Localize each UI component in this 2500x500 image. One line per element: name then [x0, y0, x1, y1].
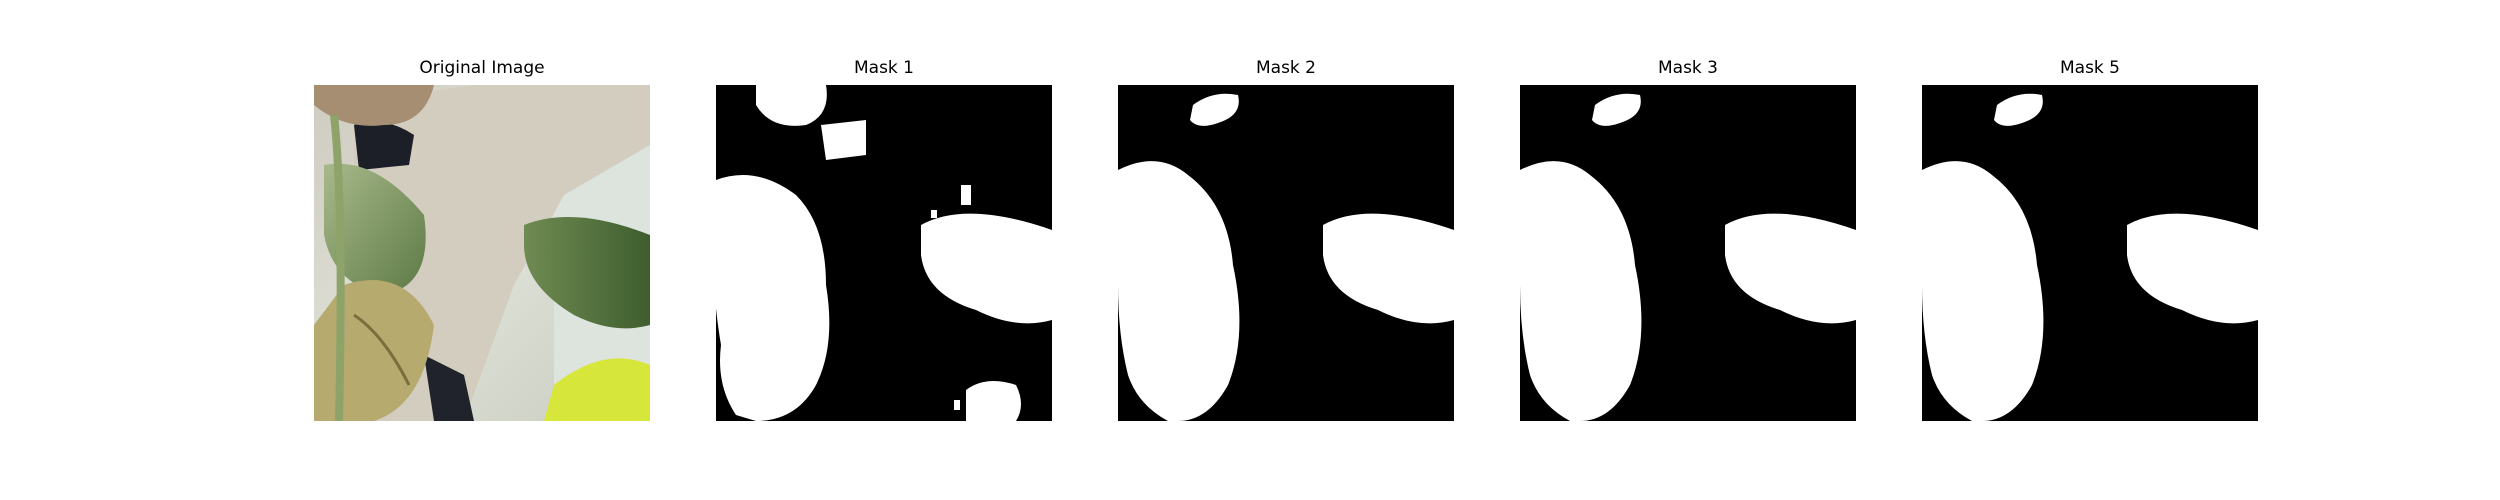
panel-title: Original Image [419, 58, 545, 78]
panel-mask-1: Mask 1 [716, 0, 1052, 500]
mask-1-image [716, 85, 1052, 421]
original-photo [314, 85, 650, 421]
panel-title: Mask 5 [2059, 58, 2120, 78]
mask-5-image [1922, 85, 2258, 421]
panel-mask-3: Mask 3 [1520, 0, 1856, 500]
panel-mask-2: Mask 2 [1118, 0, 1454, 500]
mask-2-image [1118, 85, 1454, 421]
panel-original-image: Original Image [314, 0, 650, 500]
mask-3-image [1520, 85, 1856, 421]
panel-mask-5: Mask 5 [1922, 0, 2258, 500]
panel-title: Mask 3 [1657, 58, 1718, 78]
panel-title: Mask 2 [1255, 58, 1316, 78]
panel-title: Mask 1 [853, 58, 914, 78]
